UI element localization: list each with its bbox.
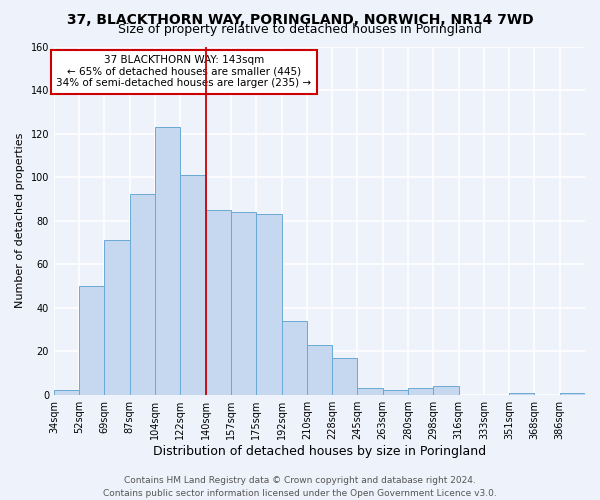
Y-axis label: Number of detached properties: Number of detached properties bbox=[15, 133, 25, 308]
Bar bbox=[281, 320, 307, 394]
Text: 37 BLACKTHORN WAY: 143sqm
← 65% of detached houses are smaller (445)
34% of semi: 37 BLACKTHORN WAY: 143sqm ← 65% of detac… bbox=[56, 55, 311, 88]
X-axis label: Distribution of detached houses by size in Poringland: Distribution of detached houses by size … bbox=[153, 444, 486, 458]
Bar bbox=[307, 344, 332, 395]
Bar bbox=[509, 392, 535, 394]
Bar bbox=[332, 358, 358, 395]
Text: Contains HM Land Registry data © Crown copyright and database right 2024.
Contai: Contains HM Land Registry data © Crown c… bbox=[103, 476, 497, 498]
Text: 37, BLACKTHORN WAY, PORINGLAND, NORWICH, NR14 7WD: 37, BLACKTHORN WAY, PORINGLAND, NORWICH,… bbox=[67, 12, 533, 26]
Bar bbox=[358, 388, 383, 394]
Bar bbox=[231, 212, 256, 394]
Bar bbox=[79, 286, 104, 395]
Bar bbox=[104, 240, 130, 394]
Bar bbox=[560, 392, 585, 394]
Bar bbox=[181, 175, 206, 394]
Text: Size of property relative to detached houses in Poringland: Size of property relative to detached ho… bbox=[118, 22, 482, 36]
Bar bbox=[206, 210, 231, 394]
Bar bbox=[155, 127, 181, 394]
Bar bbox=[433, 386, 458, 394]
Bar bbox=[383, 390, 408, 394]
Bar bbox=[130, 194, 155, 394]
Bar bbox=[54, 390, 79, 394]
Bar bbox=[256, 214, 281, 394]
Bar bbox=[408, 388, 433, 394]
